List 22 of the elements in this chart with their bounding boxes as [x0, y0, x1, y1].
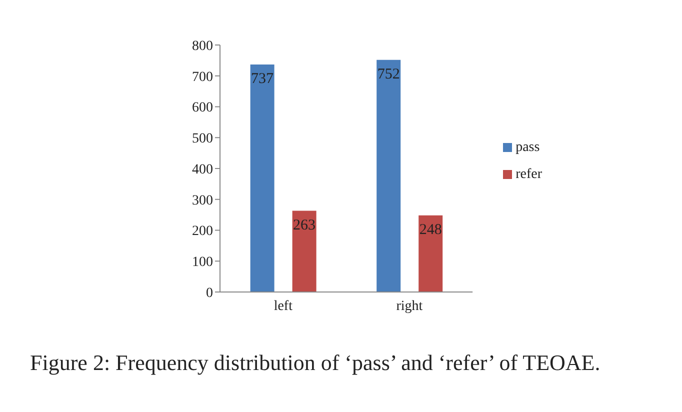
y-tick-label: 0	[206, 286, 213, 301]
data-label: 737	[251, 71, 274, 88]
data-label: 248	[419, 222, 442, 238]
x-tick-label: left	[274, 298, 293, 314]
y-tick-label: 400	[192, 162, 213, 178]
y-tick-label: 800	[192, 38, 213, 54]
y-tick-label: 700	[192, 70, 213, 85]
y-tick-label: 100	[192, 255, 213, 270]
legend-label: pass	[516, 140, 540, 155]
data-label: 263	[293, 217, 316, 234]
y-tick-label: 200	[192, 224, 213, 240]
bar	[376, 60, 401, 292]
bar	[250, 64, 274, 292]
y-tick-label: 300	[192, 193, 213, 208]
bar	[418, 215, 443, 292]
bar	[292, 210, 316, 292]
caption: Figure 2: Frequency distribution of ‘pass’ and ‘refer’ of TEOAE.	[29, 350, 602, 376]
y-tick-label: 500	[192, 132, 213, 147]
y-tick-label: 600	[192, 100, 213, 116]
x-tick-label: right	[396, 298, 423, 314]
legend-label: refer	[516, 167, 542, 182]
data-label: 752	[377, 66, 400, 82]
